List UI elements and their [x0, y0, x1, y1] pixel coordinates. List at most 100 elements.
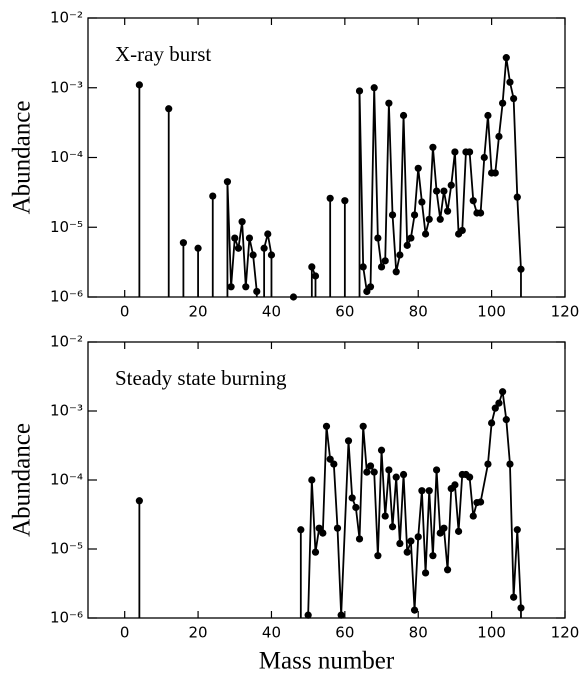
x-tick-label: 0	[120, 303, 130, 321]
data-point	[341, 197, 349, 205]
data-point	[443, 207, 452, 215]
y-tick-label: 10⁻⁴	[50, 148, 83, 166]
x-tick-label: 120	[551, 624, 580, 642]
data-point	[392, 268, 400, 276]
data-point	[436, 215, 444, 223]
x-tick-label: 60	[335, 303, 354, 321]
data-point	[396, 539, 404, 548]
data-point	[403, 241, 411, 249]
data-point	[165, 105, 173, 113]
data-point	[264, 230, 272, 238]
data-point	[517, 265, 525, 273]
data-point	[447, 181, 455, 189]
data-point	[469, 197, 477, 205]
data-point	[418, 487, 426, 495]
data-point	[506, 78, 514, 86]
data-point	[403, 548, 411, 556]
data-point	[429, 552, 437, 560]
x-tick-label: 20	[189, 303, 208, 321]
data-point	[238, 218, 246, 226]
y-axis-label: Abundance	[9, 101, 36, 215]
data-point	[495, 132, 503, 141]
data-point	[333, 524, 342, 532]
x-tick-label: 0	[120, 624, 130, 642]
y-tick-label: 10⁻²	[50, 9, 83, 27]
data-point	[253, 287, 261, 296]
data-point	[425, 215, 433, 223]
data-point	[506, 460, 514, 468]
data-point	[421, 569, 430, 577]
y-tick-label: 10⁻³	[50, 402, 83, 420]
data-point	[326, 194, 334, 202]
annotation: Steady state burning	[115, 366, 287, 390]
x-tick-label: 20	[189, 624, 208, 642]
data-point	[466, 148, 474, 156]
data-point	[502, 54, 510, 62]
data-point	[499, 388, 507, 396]
data-point	[370, 84, 378, 92]
data-point	[311, 272, 320, 280]
data-point	[454, 527, 463, 535]
data-point	[414, 533, 422, 541]
data-point	[513, 193, 521, 201]
data-point	[352, 503, 360, 512]
data-point	[407, 537, 415, 545]
data-point	[267, 251, 276, 259]
data-point	[344, 437, 353, 445]
data-point	[348, 494, 356, 502]
data-point	[355, 87, 364, 95]
x-tick-label: 100	[477, 303, 506, 321]
data-point	[377, 263, 386, 271]
data-point	[407, 234, 415, 242]
data-point	[260, 244, 268, 252]
data-point	[477, 498, 485, 506]
annotation: X-ray burst	[115, 42, 211, 66]
data-point	[469, 512, 477, 520]
x-tick-label: 40	[262, 624, 281, 642]
y-tick-label: 10⁻⁶	[50, 609, 83, 627]
data-point	[392, 473, 400, 481]
x-tick-label: 80	[409, 624, 428, 642]
data-point	[135, 497, 143, 505]
data-point	[359, 422, 367, 430]
data-point	[410, 211, 419, 219]
data-point	[432, 466, 441, 474]
data-point	[330, 460, 338, 468]
data-point	[432, 187, 441, 195]
x-tick-label: 60	[335, 624, 354, 642]
data-point	[513, 526, 521, 534]
data-point	[377, 446, 386, 454]
data-point	[381, 257, 389, 265]
data-point	[308, 263, 316, 271]
data-point	[209, 192, 217, 200]
data-point	[410, 606, 419, 614]
y-tick-label: 10⁻⁶	[50, 288, 83, 306]
y-tick-label: 10⁻⁵	[50, 218, 83, 236]
data-point	[319, 529, 327, 537]
data-point	[495, 399, 503, 407]
data-point	[399, 111, 408, 120]
data-point	[510, 593, 518, 601]
data-point	[289, 293, 298, 301]
x-tick-label: 120	[551, 303, 580, 321]
data-point	[370, 468, 378, 476]
data-point	[385, 466, 393, 474]
data-point	[480, 153, 488, 162]
data-point	[135, 81, 143, 89]
x-tick-label: 40	[262, 303, 281, 321]
y-tick-label: 10⁻⁴	[50, 471, 83, 489]
data-point	[421, 230, 430, 238]
data-point	[385, 99, 393, 107]
data-point	[388, 523, 397, 531]
y-axis-label: Abundance	[9, 423, 36, 537]
data-point	[337, 611, 345, 619]
x-tick-label: 100	[477, 624, 506, 642]
data-point	[458, 226, 466, 235]
data-point	[366, 462, 375, 470]
data-point	[249, 251, 257, 259]
data-point	[484, 460, 492, 468]
data-point	[502, 416, 510, 424]
data-point	[484, 111, 492, 120]
